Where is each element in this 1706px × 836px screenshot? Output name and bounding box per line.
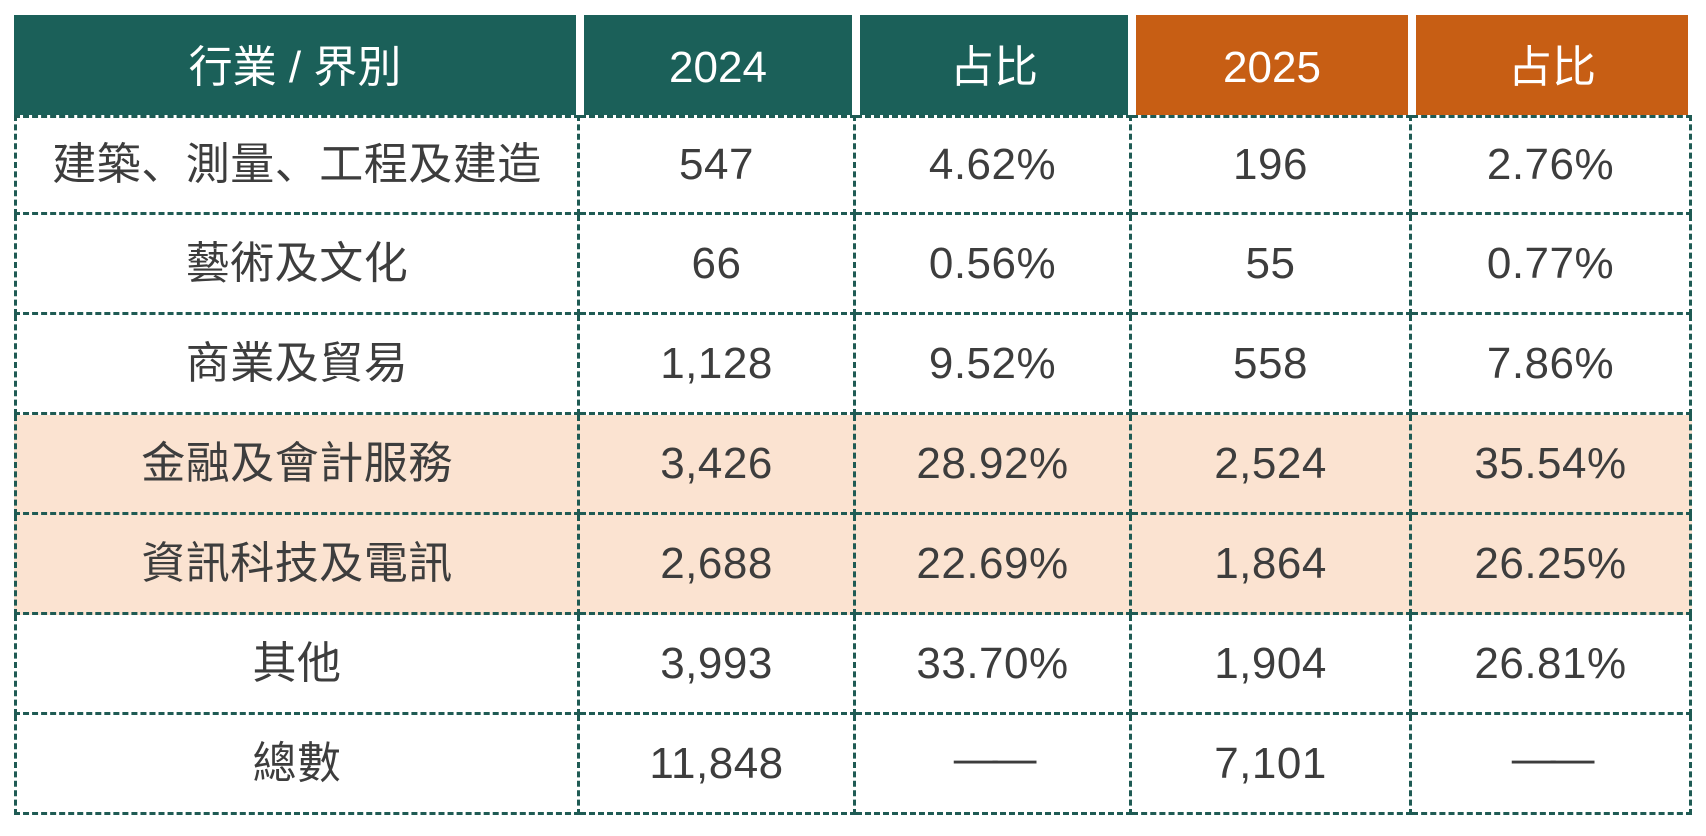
- cell-2025-share: 2.76%: [1412, 115, 1692, 215]
- cell-2024-count: 3,993: [580, 615, 856, 715]
- cell-2025-share: 35.54%: [1412, 415, 1692, 515]
- cell-2024-count: 547: [580, 115, 856, 215]
- cell-industry: 資訊科技及電訊: [14, 515, 580, 615]
- header-cell-industry: 行業 / 界別: [14, 15, 580, 120]
- header-cell-2024-share: 占比: [856, 15, 1132, 120]
- industry-sector-table: 行業 / 界別 2024 占比 2025 占比 建築、測量、工程及建造 547 4.…: [14, 15, 1692, 815]
- cell-2025-share: 7.86%: [1412, 315, 1692, 415]
- cell-industry: 其他: [14, 615, 580, 715]
- cell-2024-share: 28.92%: [856, 415, 1132, 515]
- header-cell-2025: 2025: [1132, 15, 1412, 120]
- cell-industry: 金融及會計服務: [14, 415, 580, 515]
- cell-2025-share: 0.77%: [1412, 215, 1692, 315]
- cell-2024-count: 2,688: [580, 515, 856, 615]
- cell-2024-share: 0.56%: [856, 215, 1132, 315]
- cell-2025-share: ——: [1412, 715, 1692, 815]
- cell-2025-count: 1,904: [1132, 615, 1412, 715]
- cell-2024-share: 22.69%: [856, 515, 1132, 615]
- cell-2024-count: 66: [580, 215, 856, 315]
- cell-industry: 建築、測量、工程及建造: [14, 115, 580, 215]
- cell-2024-count: 3,426: [580, 415, 856, 515]
- table-grid: 行業 / 界別 2024 占比 2025 占比 建築、測量、工程及建造 547 4.…: [14, 15, 1692, 815]
- header-cell-2024: 2024: [580, 15, 856, 120]
- cell-2024-share: 33.70%: [856, 615, 1132, 715]
- cell-industry: 商業及貿易: [14, 315, 580, 415]
- cell-industry: 總數: [14, 715, 580, 815]
- cell-2024-share: 9.52%: [856, 315, 1132, 415]
- cell-2025-share: 26.81%: [1412, 615, 1692, 715]
- cell-2025-count: 558: [1132, 315, 1412, 415]
- cell-2024-share: ——: [856, 715, 1132, 815]
- cell-2025-share: 26.25%: [1412, 515, 1692, 615]
- cell-2025-count: 196: [1132, 115, 1412, 215]
- cell-2024-count: 11,848: [580, 715, 856, 815]
- cell-2025-count: 7,101: [1132, 715, 1412, 815]
- cell-2025-count: 55: [1132, 215, 1412, 315]
- cell-2024-share: 4.62%: [856, 115, 1132, 215]
- cell-industry: 藝術及文化: [14, 215, 580, 315]
- cell-2025-count: 2,524: [1132, 415, 1412, 515]
- header-cell-2025-share: 占比: [1412, 15, 1692, 120]
- cell-2025-count: 1,864: [1132, 515, 1412, 615]
- cell-2024-count: 1,128: [580, 315, 856, 415]
